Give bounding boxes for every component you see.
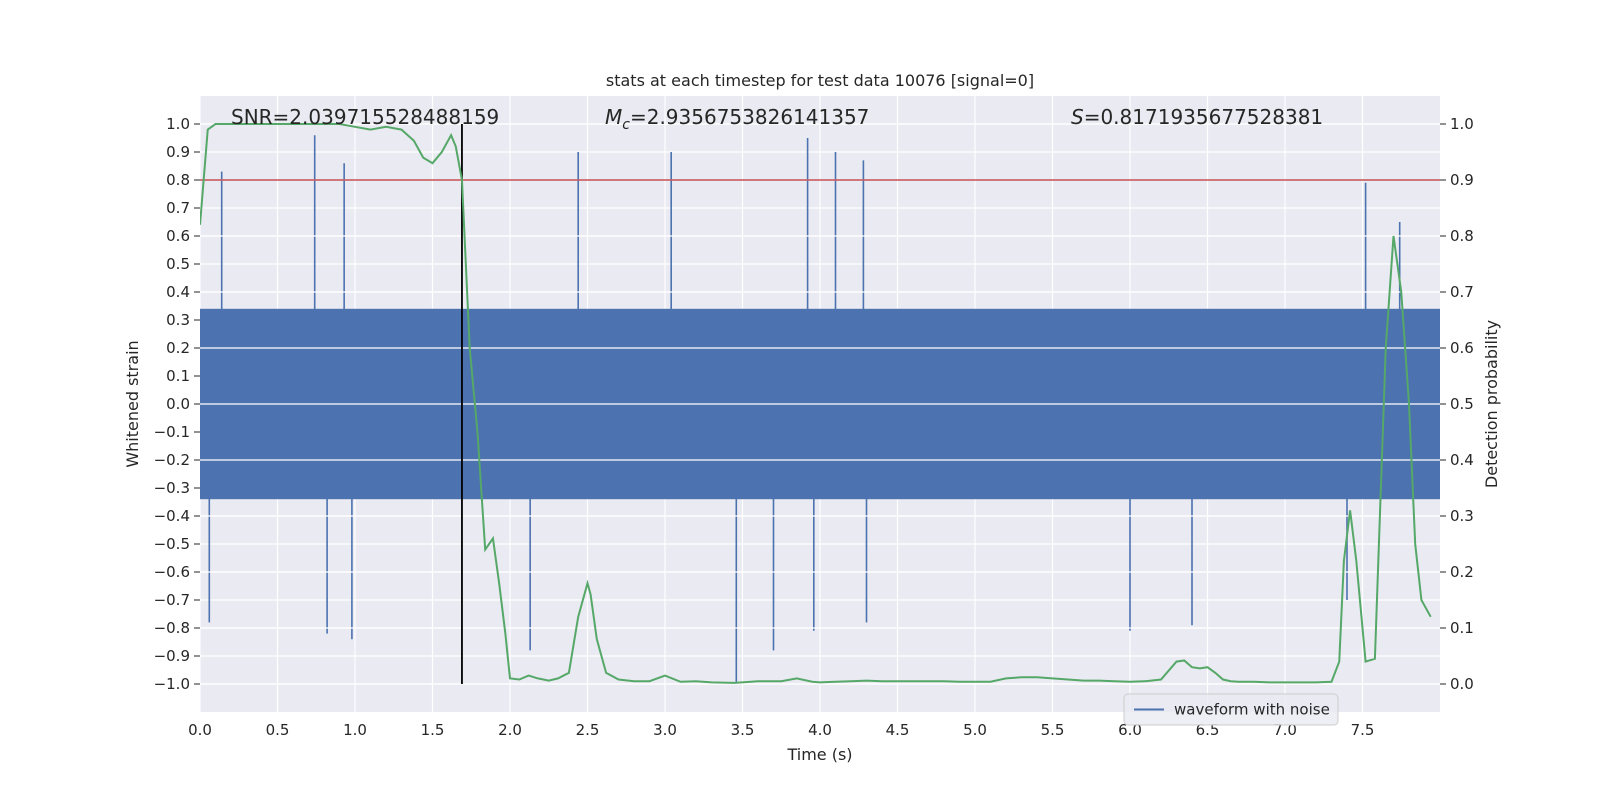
- x-tick-label: 7.5: [1351, 721, 1375, 739]
- x-tick-label: 4.0: [808, 721, 832, 739]
- x-tick-label: 3.5: [731, 721, 755, 739]
- legend-box: [1123, 693, 1339, 726]
- x-tick-label: 1.0: [343, 721, 367, 739]
- grid-overlay: [200, 123, 1440, 685]
- y-tick-label-right: 0.0: [1450, 675, 1474, 693]
- y-tick-label-left: 0.4: [166, 283, 190, 301]
- y-tick-label-left: −0.8: [154, 619, 190, 637]
- chirp-mass-symbol: M: [605, 105, 622, 129]
- y-axis-label-right: Detection probability: [1482, 320, 1501, 488]
- y-tick-label-left: 0.3: [166, 311, 190, 329]
- y-tick-label-left: −0.2: [154, 451, 190, 469]
- chart-title: stats at each timestep for test data 100…: [606, 71, 1034, 90]
- x-tick-label: 3.0: [653, 721, 677, 739]
- x-tick-label: 4.5: [886, 721, 910, 739]
- s-annotation: S=0.8171935677528381: [1071, 105, 1323, 129]
- y-tick-label-left: −0.7: [154, 591, 190, 609]
- y-tick-label-left: 0.6: [166, 227, 190, 245]
- y-tick-label-left: −1.0: [154, 675, 190, 693]
- y-tick-label-right: 0.9: [1450, 171, 1474, 189]
- y-tick-label-right: 0.6: [1450, 339, 1474, 357]
- y-tick-label-left: 0.5: [166, 255, 190, 273]
- y-tick-label-right: 0.7: [1450, 283, 1474, 301]
- y-tick-label-left: 0.8: [166, 171, 190, 189]
- detection-probability-line: [200, 123, 1432, 684]
- s-symbol: S: [1071, 105, 1084, 129]
- x-tick-label: 2.0: [498, 721, 522, 739]
- y-tick-label-left: 0.1: [166, 367, 190, 385]
- chirp-mass-value: =2.9356753826141357: [630, 105, 869, 129]
- x-tick-label: 2.5: [576, 721, 600, 739]
- y-tick-label-left: 0.2: [166, 339, 190, 357]
- y-tick-label-left: 1.0: [166, 115, 190, 133]
- y-tick-label-left: −0.4: [154, 507, 190, 525]
- y-tick-label-left: −0.3: [154, 479, 190, 497]
- y-tick-label-left: 0.9: [166, 143, 190, 161]
- y-tick-label-right: 0.3: [1450, 507, 1474, 525]
- x-tick-label: 0.5: [266, 721, 290, 739]
- chirp-mass-annotation: Mc=2.9356753826141357: [605, 105, 869, 133]
- y-tick-label-left: −0.1: [154, 423, 190, 441]
- legend: waveform with noise: [1123, 693, 1339, 726]
- chirp-mass-subscript: c: [622, 117, 630, 133]
- x-axis-label: Time (s): [786, 745, 852, 764]
- legend-label-waveform: waveform with noise: [1174, 701, 1330, 719]
- x-tick-label: 1.5: [421, 721, 445, 739]
- y-tick-label-right: 0.2: [1450, 563, 1474, 581]
- y-tick-label-left: −0.6: [154, 563, 190, 581]
- y-tick-label-right: 0.4: [1450, 451, 1474, 469]
- y-tick-label-left: −0.9: [154, 647, 190, 665]
- x-tick-label: 5.5: [1041, 721, 1065, 739]
- y-tick-label-right: 0.1: [1450, 619, 1474, 637]
- x-tick-label: 0.0: [188, 721, 212, 739]
- y-tick-label-right: 1.0: [1450, 115, 1474, 133]
- s-value: =0.8171935677528381: [1084, 105, 1323, 129]
- x-tick-label: 5.0: [963, 721, 987, 739]
- overlay-lines: [200, 123, 1440, 684]
- y-axis-label-left: Whitened strain: [123, 340, 142, 467]
- y-tick-label-right: 0.5: [1450, 395, 1474, 413]
- y-tick-label-left: 0.0: [166, 395, 190, 413]
- y-tick-label-right: 0.8: [1450, 227, 1474, 245]
- snr-annotation: SNR=2.039715528488159: [231, 105, 499, 129]
- y-tick-label-left: 0.7: [166, 199, 190, 217]
- y-tick-label-left: −0.5: [154, 535, 190, 553]
